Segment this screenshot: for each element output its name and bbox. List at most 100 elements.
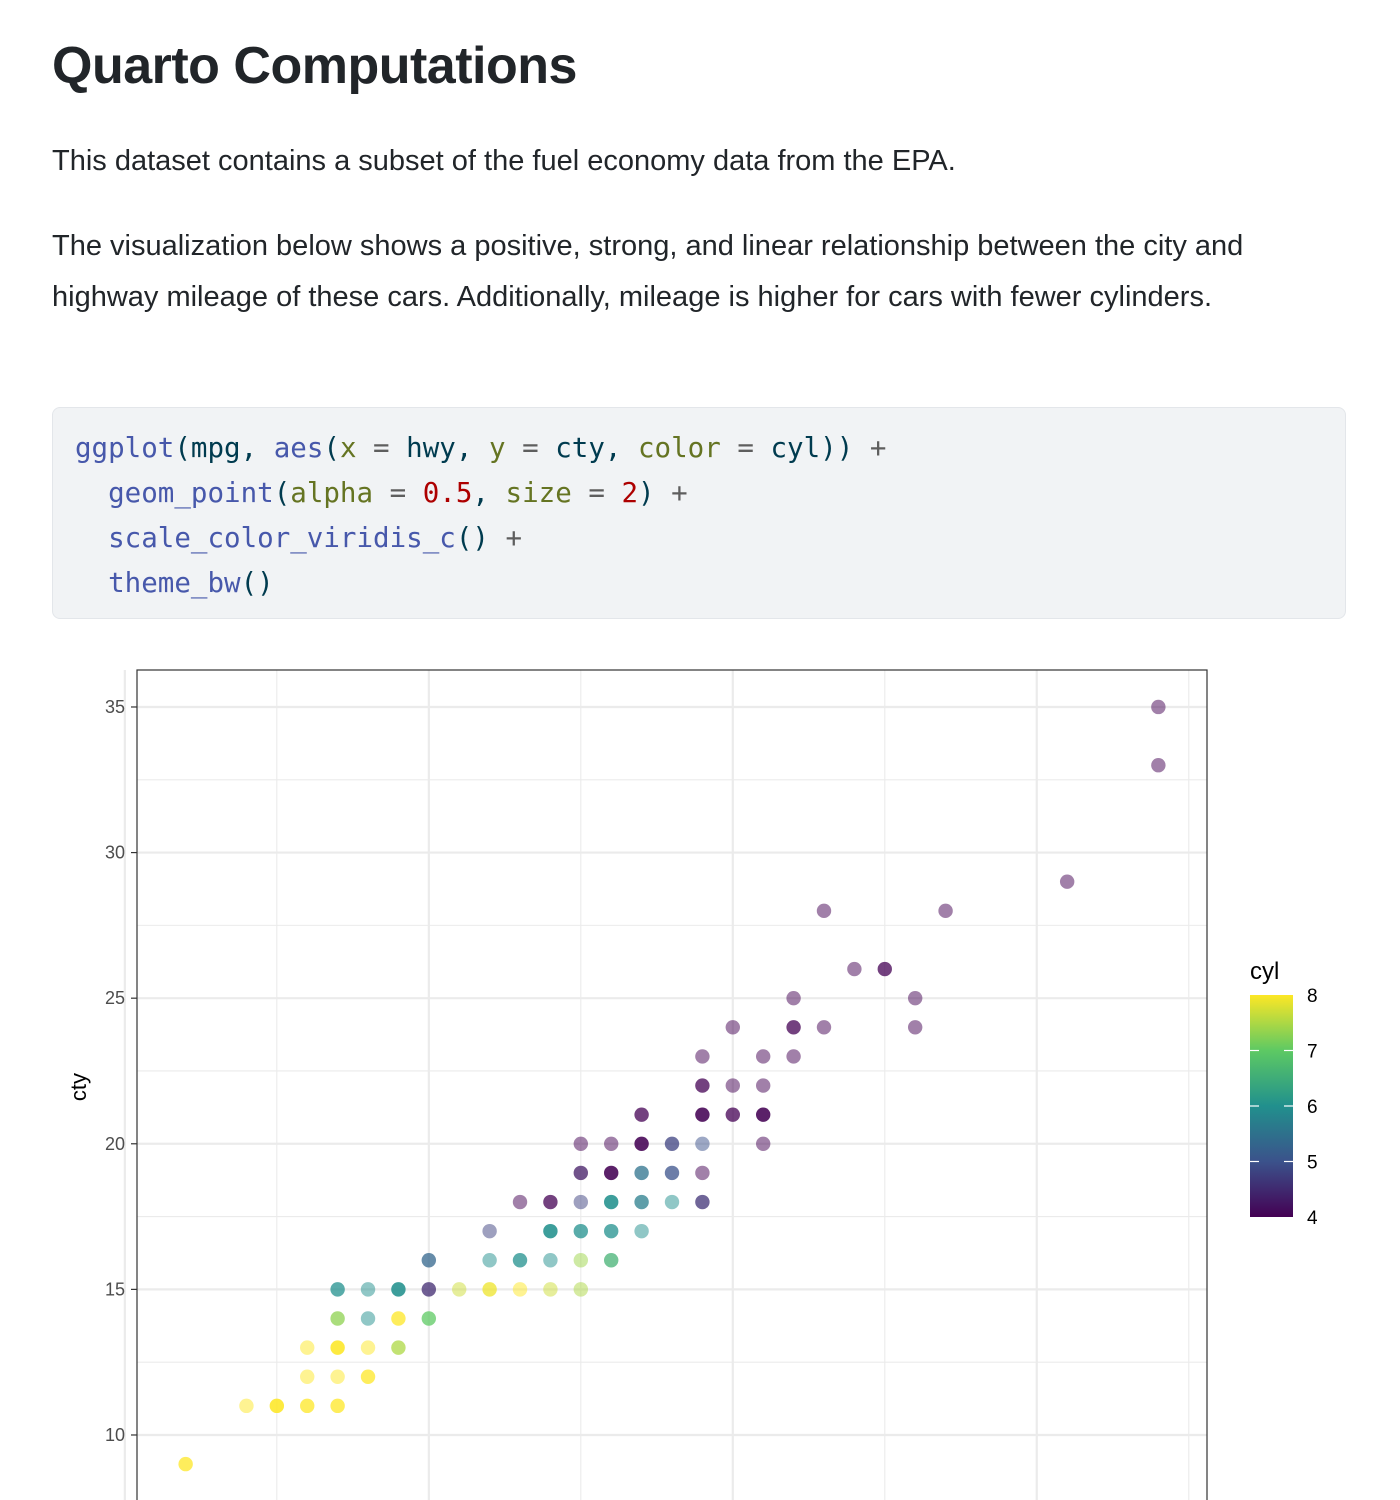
data-point: [512, 1282, 528, 1297]
data-point: [664, 1136, 680, 1151]
data-point: [755, 1107, 771, 1122]
data-point: [543, 1253, 558, 1268]
data-point: [664, 1165, 680, 1181]
data-point: [330, 1282, 345, 1297]
data-point: [239, 1398, 254, 1414]
data-point: [1059, 874, 1075, 889]
code-token: y: [488, 432, 506, 464]
panel-border: [136, 669, 1208, 1500]
data-point: [634, 1194, 649, 1210]
data-point: [421, 1253, 437, 1268]
page-title: Quarto Computations: [52, 37, 577, 95]
y-tick-label: 35: [105, 697, 125, 717]
data-point: [360, 1340, 376, 1355]
code-token: scale_color_viridis_c: [108, 522, 456, 554]
data-point: [755, 1078, 771, 1093]
data-point: [725, 1078, 740, 1093]
code-token: [75, 522, 108, 554]
code-token: cyl: [770, 432, 821, 464]
data-point: [1151, 758, 1166, 773]
data-point: [330, 1311, 345, 1326]
data-point: [604, 1165, 619, 1181]
data-point: [452, 1282, 467, 1297]
y-tick-label: 30: [105, 843, 125, 863]
code-token: +: [488, 522, 523, 554]
code-token: geom_point: [108, 477, 274, 509]
data-point: [391, 1282, 406, 1297]
code-token: +: [853, 432, 887, 464]
code-line: theme_bw(): [75, 561, 1345, 606]
code-token: hwy: [406, 432, 456, 464]
data-point: [573, 1165, 589, 1181]
data-point: [604, 1194, 619, 1210]
data-point: [573, 1282, 589, 1297]
y-tick-label: 25: [105, 988, 125, 1008]
code-token: ,: [240, 432, 274, 464]
legend-title: cyl: [1250, 958, 1279, 985]
data-point: [300, 1340, 315, 1355]
code-token: (): [455, 522, 489, 554]
legend-tick-label: 4: [1307, 1208, 1318, 1229]
data-point: [634, 1136, 649, 1151]
data-point: [360, 1282, 376, 1297]
code-token: theme_bw: [108, 567, 241, 599]
data-point: [786, 990, 801, 1006]
code-token: (: [273, 477, 291, 509]
data-point: [300, 1369, 315, 1384]
code-token: (: [323, 432, 340, 464]
data-point: [391, 1311, 406, 1326]
code-token: =: [505, 432, 556, 464]
data-point: [755, 1049, 771, 1064]
scatter-plot: 10 15 20 25 30 35 cty cyl 4 5 6 7 8: [66, 669, 1318, 1500]
data-point: [604, 1253, 619, 1268]
data-point: [178, 1456, 193, 1472]
data-point: [695, 1194, 710, 1210]
code-token: size: [505, 477, 572, 509]
data-point: [695, 1107, 710, 1122]
data-point: [725, 1107, 740, 1122]
description-paragraph: The visualization below shows a positive…: [52, 230, 1244, 313]
legend-tick-label: 6: [1307, 1097, 1318, 1118]
data-point: [269, 1398, 285, 1414]
code-token: ,: [472, 477, 506, 509]
data-point: [482, 1282, 497, 1297]
legend-tick-label: 5: [1307, 1153, 1318, 1174]
data-point: [512, 1194, 528, 1210]
code-token: =: [356, 432, 407, 464]
data-point: [330, 1369, 345, 1384]
data-point: [360, 1311, 376, 1326]
data-point: [907, 990, 923, 1006]
data-point: [421, 1311, 437, 1326]
data-point: [604, 1223, 619, 1239]
data-point: [573, 1253, 589, 1268]
data-point: [877, 961, 892, 977]
code-token: (: [174, 432, 191, 464]
data-point: [634, 1107, 649, 1122]
data-point: [634, 1165, 649, 1181]
y-tick-label: 20: [105, 1134, 125, 1154]
data-point: [695, 1049, 710, 1064]
intro-paragraph: This dataset contains a subset of the fu…: [52, 145, 956, 177]
code-token: 0.5: [422, 477, 473, 509]
code-token: ggplot: [75, 432, 175, 464]
data-point: [360, 1369, 376, 1384]
data-point: [300, 1398, 315, 1414]
code-token: =: [373, 477, 423, 509]
code-token: 2: [621, 477, 638, 509]
data-point: [695, 1165, 710, 1181]
code-token: ,: [455, 432, 489, 464]
data-point: [543, 1223, 558, 1239]
y-tick-label: 15: [105, 1279, 125, 1299]
data-point: [664, 1194, 680, 1210]
y-tick-label: 10: [105, 1425, 125, 1445]
data-point: [847, 961, 862, 977]
data-point: [573, 1194, 589, 1210]
code-block: ggplot(mpg, aes(x = hwy, y = cty, color …: [52, 407, 1346, 619]
code-line: ggplot(mpg, aes(x = hwy, y = cty, color …: [75, 426, 1345, 471]
data-point: [816, 903, 832, 919]
data-point: [938, 903, 953, 919]
data-point: [786, 1020, 801, 1035]
code-token: +: [654, 477, 688, 509]
data-point: [421, 1282, 437, 1297]
code-token: [75, 477, 108, 509]
